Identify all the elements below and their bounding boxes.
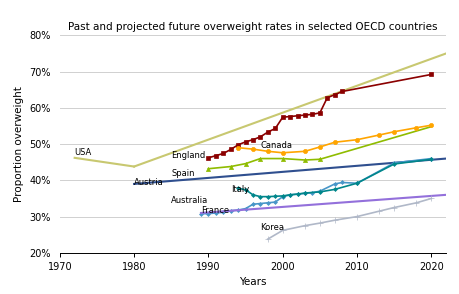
Text: Italy: Italy [230,185,248,194]
Text: USA: USA [74,148,92,156]
Title: Past and projected future overweight rates in selected OECD countries: Past and projected future overweight rat… [68,22,437,32]
Text: Australia: Australia [171,196,208,205]
Text: Korea: Korea [260,223,284,232]
Text: Spain: Spain [171,168,194,178]
Y-axis label: Proportion overweight: Proportion overweight [14,86,24,202]
Text: France: France [201,206,229,215]
Text: Austria: Austria [134,178,163,187]
Text: Canada: Canada [260,141,292,150]
Text: England: England [171,151,205,160]
X-axis label: Years: Years [239,278,266,288]
